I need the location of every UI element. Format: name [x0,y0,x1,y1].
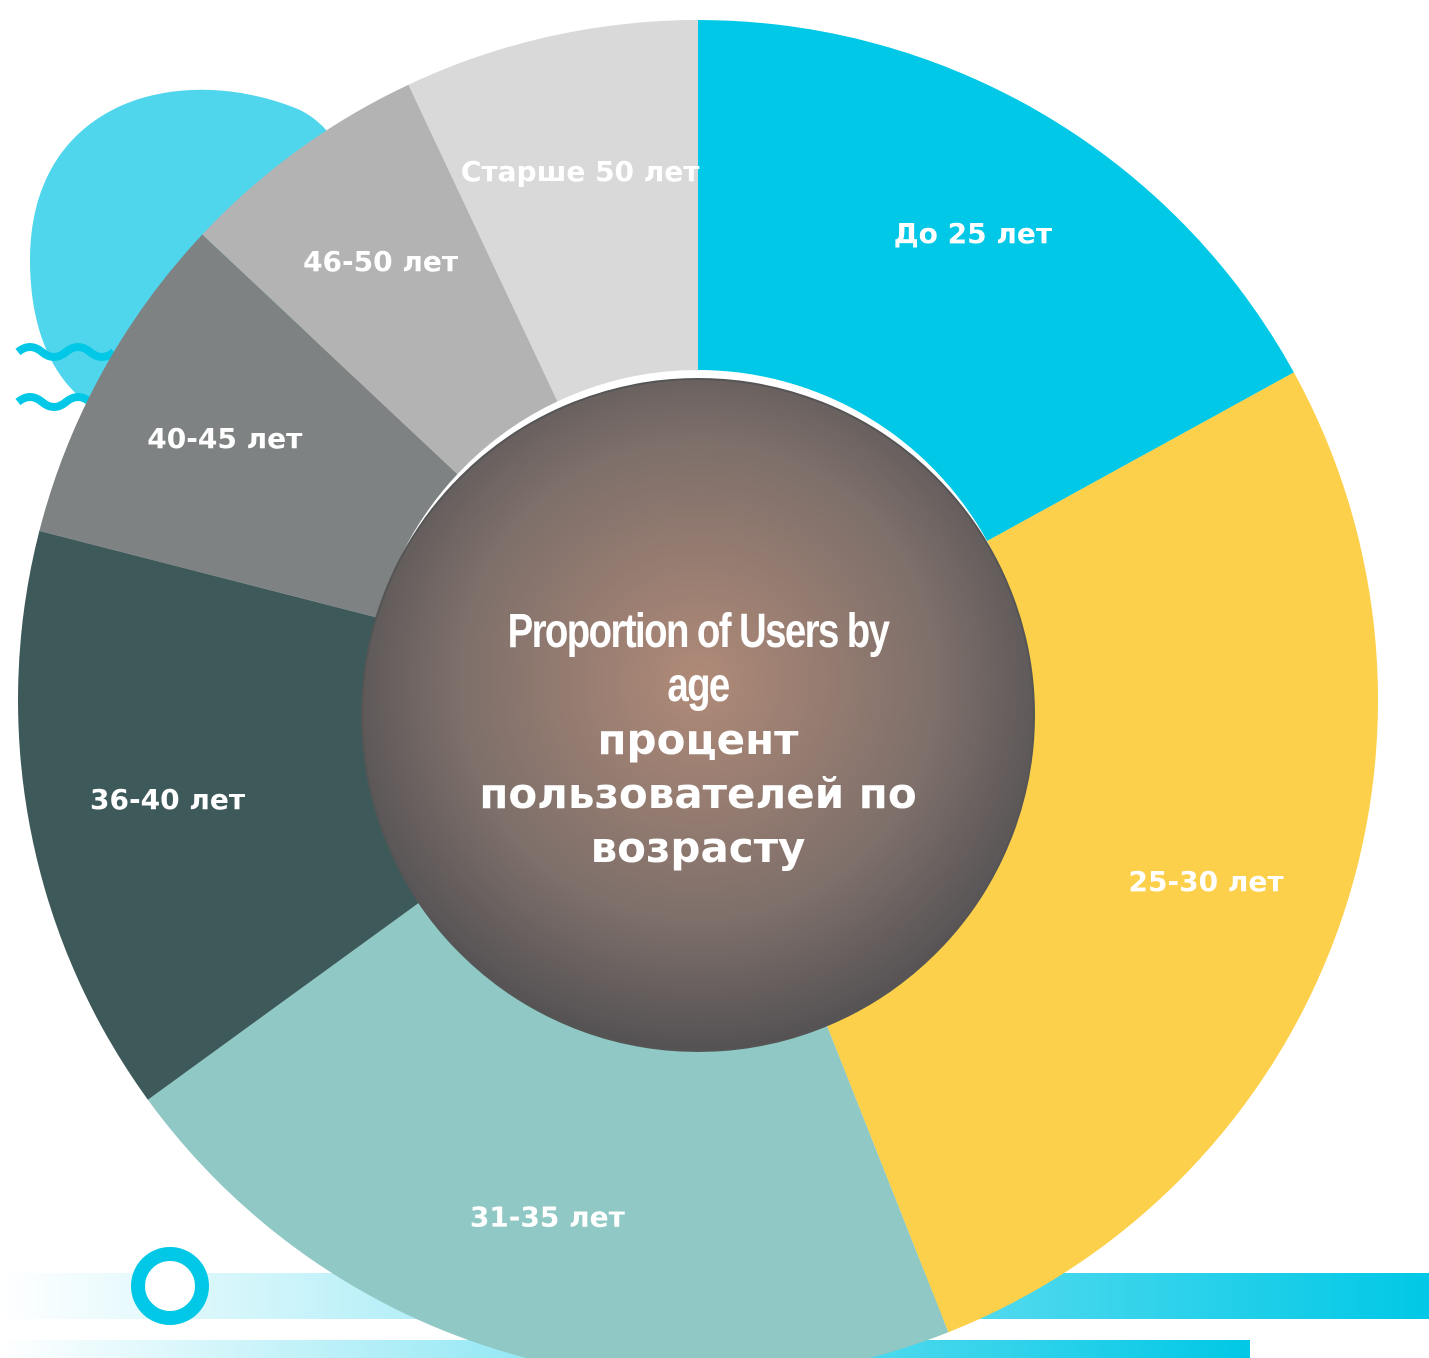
page: До 25 лет 25-30 лет 31-35 лет 36-40 лет 40-4… [0,0,1429,1358]
chart-subtitle: процент пользователей по возрасту [398,713,998,875]
chart-title: Proportion of Users by age [458,605,938,713]
center-text: Proportion of Users by age процент польз… [398,605,998,875]
slice-label: 31-35 лет [470,1201,626,1234]
slice-label: 25-30 лет [1129,865,1285,898]
slice-label: Старше 50 лет [461,155,700,188]
slice-label: 36-40 лет [90,783,246,816]
slice-label: До 25 лет [894,217,1053,250]
slice-label: 46-50 лет [303,245,459,278]
slice-label: 40-45 лет [147,422,303,455]
